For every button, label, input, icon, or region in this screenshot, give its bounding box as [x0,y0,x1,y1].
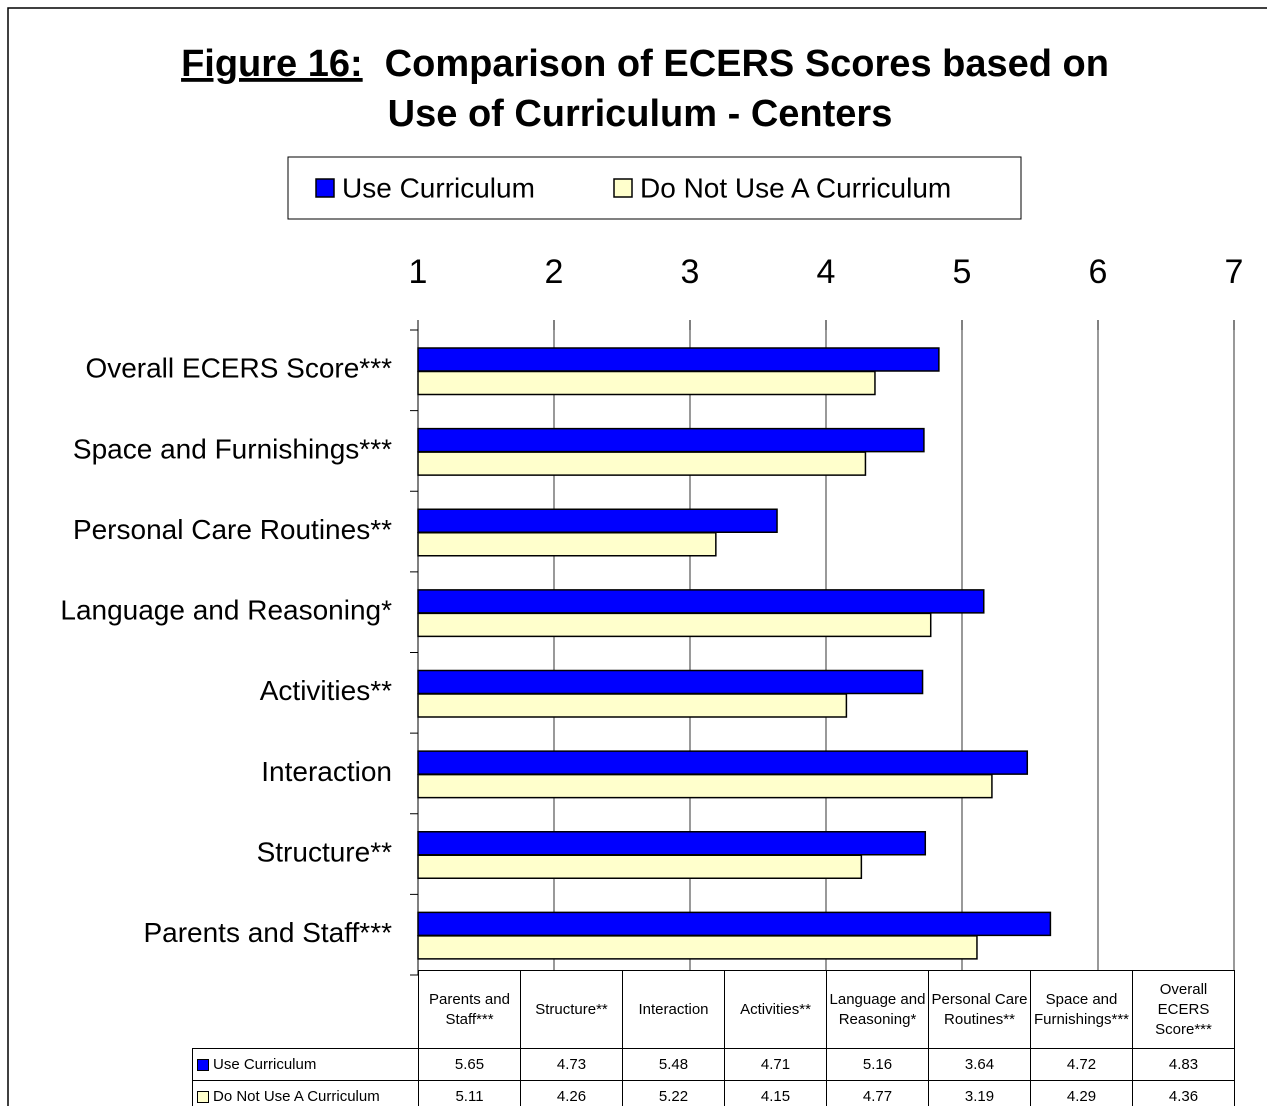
title-line: Comparison of ECERS Scores based on [385,43,1109,85]
category-label: Structure** [257,836,392,867]
bar [417,612,932,638]
category-label: Interaction [261,756,392,787]
x-tick-label: 6 [1089,253,1108,291]
bar [417,347,940,372]
legend-label: Do Not Use A Curriculum [640,172,951,203]
bar [417,532,717,557]
bar [417,508,778,533]
x-tick-label: 7 [1225,253,1244,291]
bar [417,773,993,799]
bar [417,935,978,960]
bar [417,854,863,879]
category-label: Activities** [260,675,392,706]
bar [417,750,1029,775]
bar [417,427,925,453]
figure-label: Figure 16: [181,43,363,85]
x-tick-label: 2 [545,253,564,291]
bar [417,451,867,476]
legend-label: Use Curriculum [342,172,535,203]
legend-swatch [613,178,633,198]
category-label: Parents and Staff*** [143,917,392,948]
bar [417,831,927,856]
bar [417,911,1052,937]
bar [417,370,876,396]
chart-title: Figure 16: Comparison of ECERS Scores bas… [181,43,1109,85]
category-label: Language and Reasoning* [60,595,392,626]
x-tick-label: 4 [817,253,836,291]
chart-frame [7,7,1267,1106]
category-label: Overall ECERS Score*** [85,353,392,384]
legend-box [287,156,1022,220]
category-label: Space and Furnishings*** [73,433,392,464]
title-line: Use of Curriculum - Centers [388,93,893,135]
bar [417,669,924,695]
x-tick-label: 3 [681,253,700,291]
x-tick-label: 1 [409,253,428,291]
bar [417,693,848,718]
bar [417,589,985,614]
x-tick-label: 5 [953,253,972,291]
legend-swatch [315,178,335,198]
category-label: Personal Care Routines** [73,514,392,545]
